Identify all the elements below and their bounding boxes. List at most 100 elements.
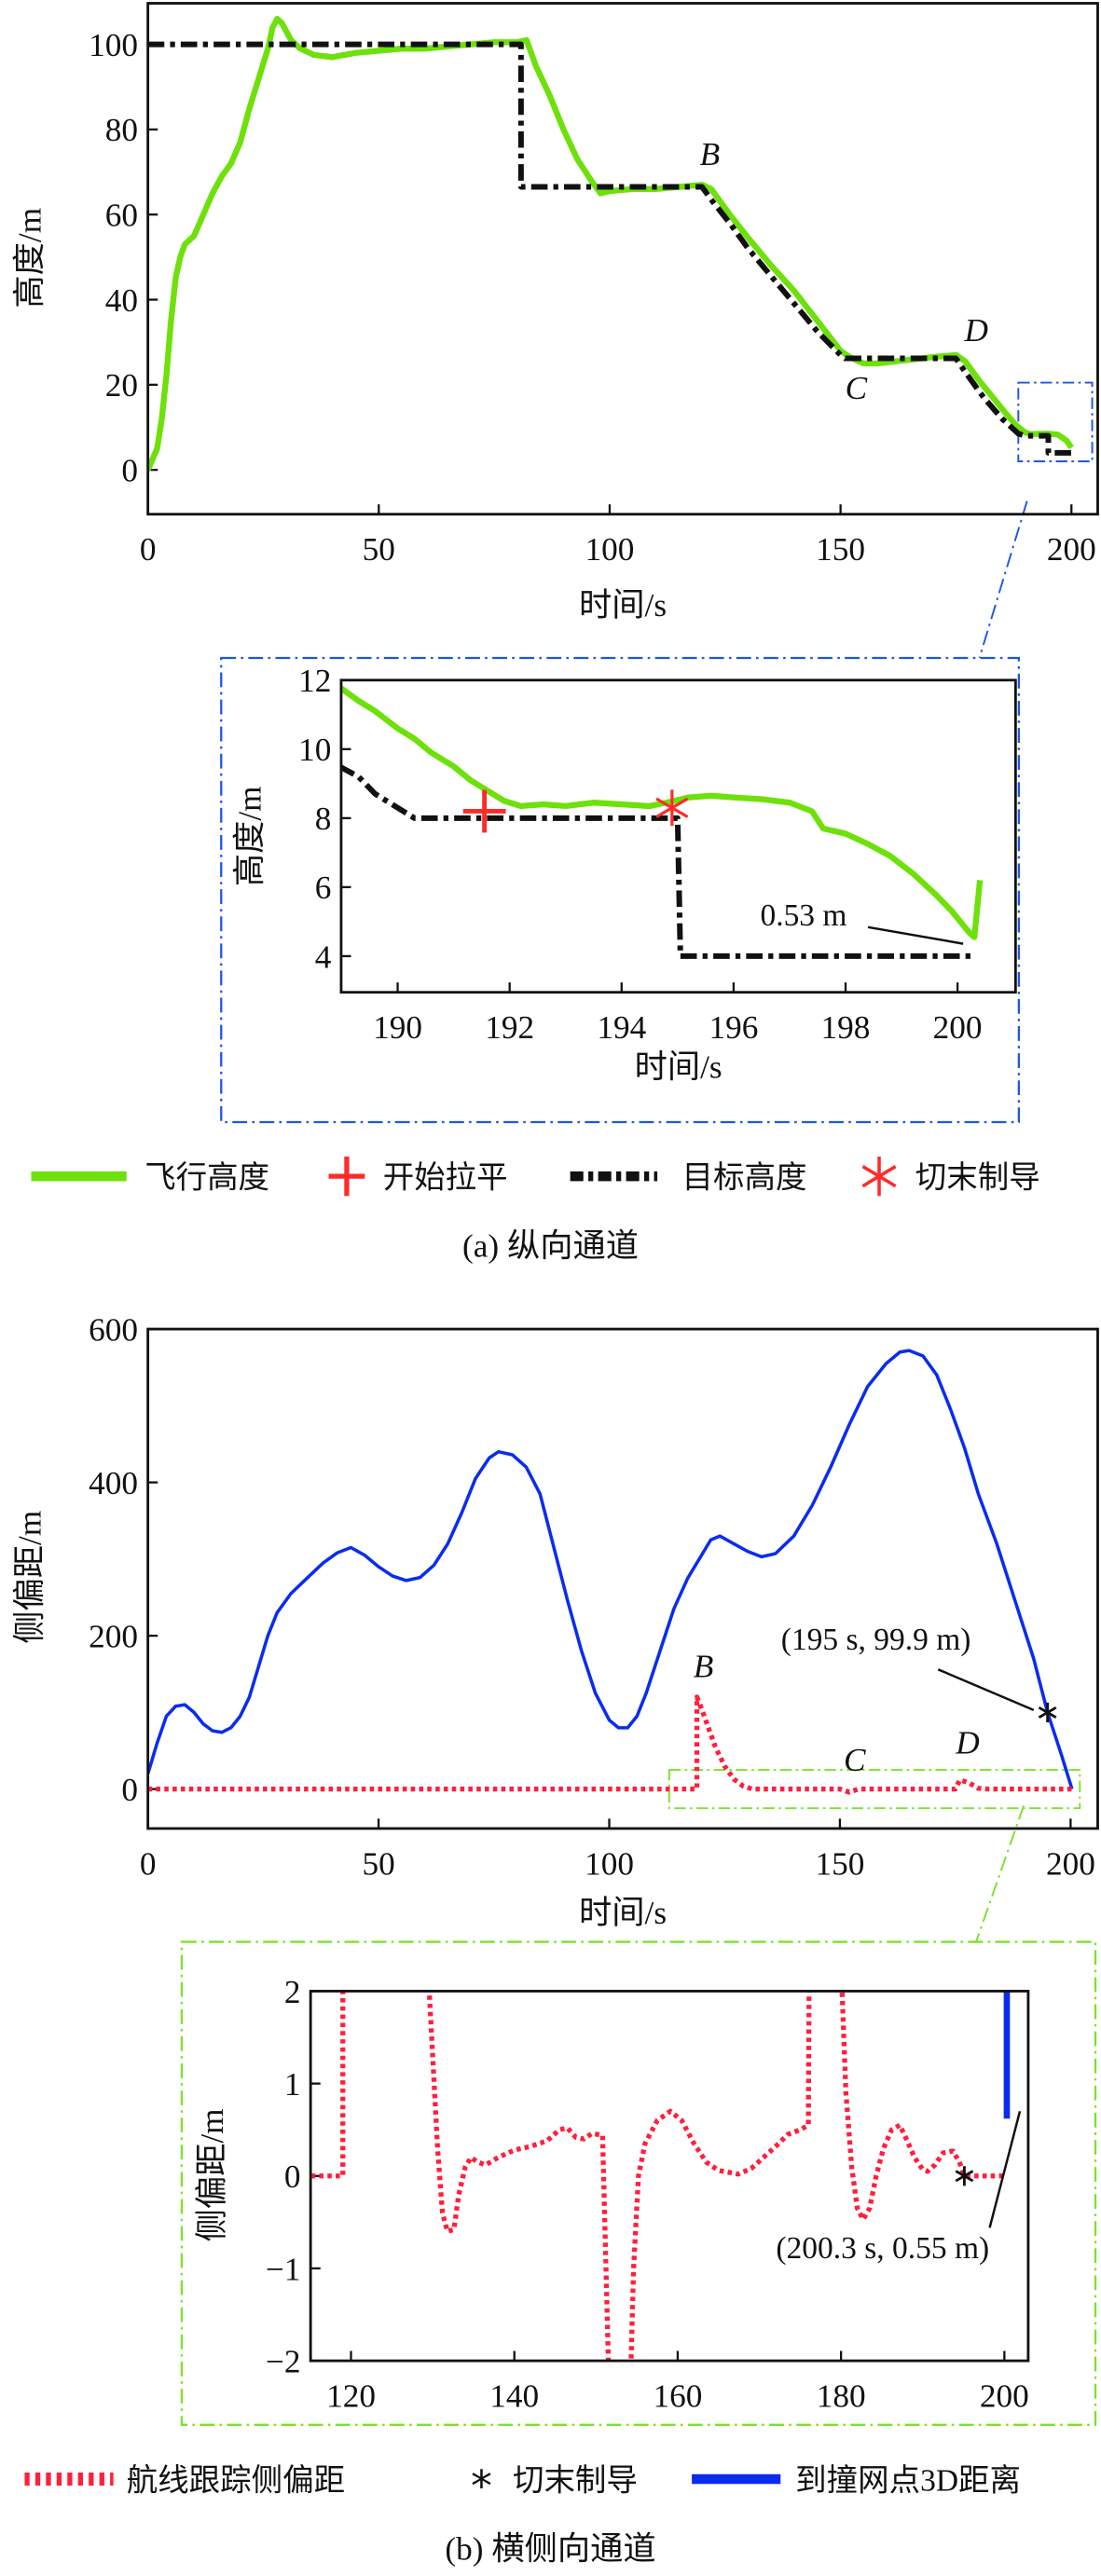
y-axis-label: 高度/m (11, 208, 48, 308)
inset-a-connector (978, 500, 1028, 659)
red-asterisk-icon (861, 1156, 897, 1197)
annotation-leader-line (867, 925, 964, 945)
x-tick-label: 194 (597, 1009, 646, 1046)
x-tick-label: 200 (980, 2377, 1029, 2414)
y-tick-label: 1 (284, 2066, 301, 2103)
legend-label: 目标高度 (682, 1160, 807, 1195)
x-axis-label: 时间/s (579, 1895, 667, 1931)
red-plus-icon (328, 1156, 365, 1197)
point-label: C (844, 1742, 866, 1778)
x-tick-label: 150 (816, 531, 865, 568)
annotation-text: 0.53 m (760, 898, 846, 933)
x-axis-label: 时间/s (635, 1048, 723, 1085)
x-tick-label: 140 (489, 2377, 539, 2414)
y-axis-label: 高度/m (232, 786, 268, 886)
plot-frame (146, 1327, 1099, 1830)
y-tick-label: 20 (105, 367, 138, 404)
inset-b-outer-box (180, 1940, 1097, 2426)
x-tick-label: 196 (709, 1009, 758, 1046)
zoom-region-box (667, 1769, 1081, 1810)
black-asterisk-icon: * (471, 2460, 492, 2511)
plot-frame (309, 1990, 1030, 2363)
plot-b-main: 0 50 100 150 200 0 200 400 600 时间/s 侧偏距/m B C D (195 s… (11, 1311, 1099, 1931)
point-label: D (964, 312, 988, 349)
series-line (310, 1991, 1007, 2362)
y-tick-label: 0 (284, 2158, 301, 2195)
y-tick-label: 400 (89, 1465, 138, 1501)
plus-marker (462, 789, 506, 833)
plot-b-inset: 120 140 160 180 200 −2 −1 0 1 2 侧偏距/m (200.3 s, 0.5… (194, 1974, 1030, 2414)
y-tick-label: 600 (89, 1311, 138, 1348)
y-tick-label: 60 (105, 198, 138, 234)
y-tick-label: 12 (298, 663, 331, 699)
legend-label: 航线跟踪侧偏距 (127, 2463, 345, 2498)
y-tick-label: 2 (284, 1974, 301, 2010)
y-axis-label: 侧偏距/m (11, 1511, 48, 1644)
plot-frame (146, 2, 1099, 516)
point-label: C (846, 370, 868, 406)
y-tick-label: 0 (121, 1772, 138, 1808)
series-line (340, 684, 984, 940)
x-tick-label: 50 (363, 531, 395, 568)
legend-label: 开始拉平 (383, 1160, 508, 1195)
series-line (147, 1349, 1074, 1790)
series-line (340, 763, 975, 959)
x-tick-label: 200 (1046, 1845, 1095, 1882)
series-line (147, 16, 1074, 472)
legend-b: 航线跟踪侧偏距 * 切末制导 到撞网点3D距离 (24, 2460, 1021, 2511)
annotation-leader-line (988, 2111, 1022, 2228)
x-tick-label: 160 (653, 2377, 702, 2414)
y-tick-label: 40 (105, 282, 138, 319)
x-tick-label: 200 (933, 1009, 983, 1046)
inset-b-connector (975, 1804, 1025, 1942)
legend-label: 切末制导 (915, 1160, 1040, 1195)
x-tick-label: 198 (821, 1009, 871, 1046)
x-tick-label: 0 (140, 531, 157, 568)
x-tick-label: 0 (140, 1845, 157, 1882)
caption-a: (a) 纵向通道 (462, 1228, 639, 1265)
x-tick-label: 100 (585, 531, 635, 568)
legend-label: 飞行高度 (145, 1160, 269, 1195)
y-tick-label: 6 (315, 870, 332, 906)
x-tick-label: 200 (1047, 531, 1096, 568)
y-tick-label: 200 (89, 1618, 138, 1654)
x-tick-label: 150 (816, 1845, 865, 1882)
annotation-text: (200.3 s, 0.55 m) (776, 2231, 989, 2266)
legend-a: 飞行高度 开始拉平 目标高度 切末制导 (31, 1156, 1040, 1197)
x-tick-label: 192 (485, 1009, 534, 1046)
zoom-region-box (1017, 381, 1094, 462)
plot-a-main: 0 50 100 150 200 0 20 40 60 80 100 时间/s 高度/m B C D (11, 2, 1099, 623)
inset-a-outer-box (220, 656, 1021, 1124)
series-line (147, 1694, 1072, 1795)
point-label: D (955, 1725, 979, 1761)
y-tick-label: −1 (266, 2251, 301, 2287)
point-label: B (700, 136, 721, 172)
legend-label: 切末制导 (513, 2463, 638, 2498)
series-line (147, 41, 1073, 456)
y-tick-label: 80 (105, 112, 138, 148)
y-tick-label: 4 (315, 939, 332, 975)
asterisk-marker (655, 789, 689, 827)
y-tick-label: 100 (89, 27, 138, 63)
x-axis-label: 时间/s (579, 587, 667, 623)
plot-a-inset: 190 192 194 196 198 200 4 6 8 10 12 时间/s 高度/m 0.53 m (232, 663, 1017, 1085)
x-tick-label: 190 (373, 1009, 422, 1046)
x-tick-label: 120 (326, 2377, 376, 2414)
asterisk-marker (955, 2166, 974, 2186)
y-tick-label: 0 (121, 452, 138, 488)
legend-label: 到撞网点3D距离 (795, 2463, 1021, 2498)
x-tick-label: 50 (362, 1845, 394, 1882)
y-axis-label: 侧偏距/m (194, 2108, 230, 2241)
annotation-text: (195 s, 99.9 m) (781, 1623, 971, 1657)
y-tick-label: 8 (315, 801, 332, 837)
x-tick-label: 100 (585, 1845, 634, 1882)
point-label: B (694, 1648, 714, 1684)
y-tick-label: 10 (298, 732, 331, 768)
asterisk-marker (1038, 1702, 1057, 1723)
caption-b: (b) 横侧向通道 (445, 2530, 655, 2567)
x-tick-label: 180 (817, 2377, 866, 2414)
plot-frame (339, 678, 1017, 994)
annotation-leader-line (937, 1668, 1035, 1712)
y-tick-label: −2 (266, 2343, 301, 2379)
